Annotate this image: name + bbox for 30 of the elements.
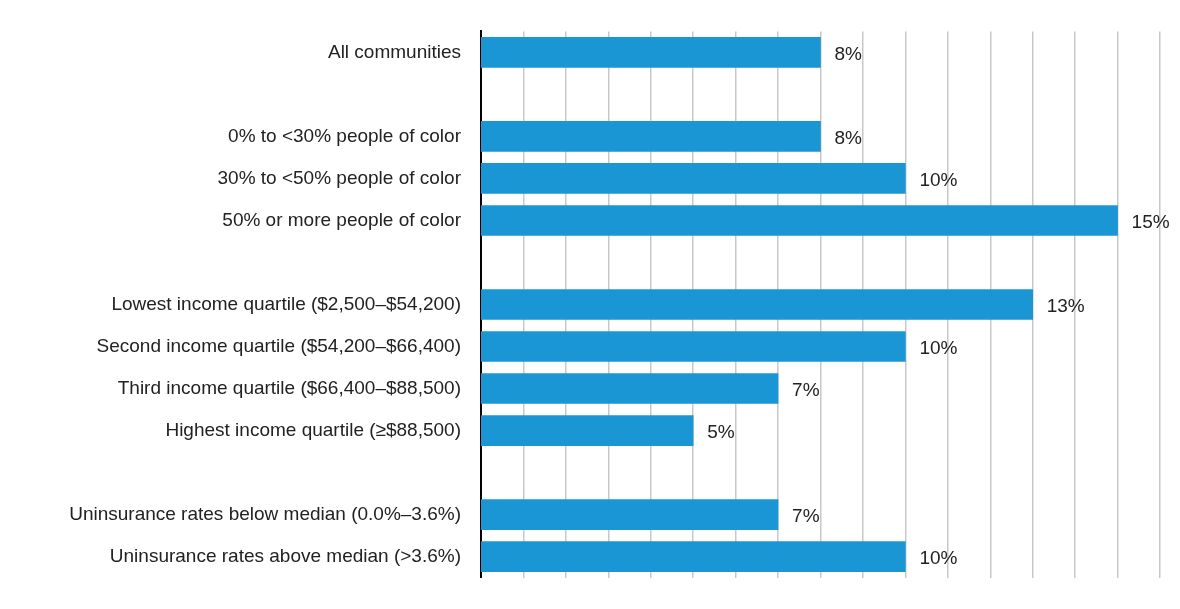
data-label: 7% — [792, 378, 820, 400]
data-label: 10% — [919, 168, 958, 190]
y-tick-label: Third income quartile ($66,400–$88,500) — [117, 376, 461, 398]
bar — [481, 37, 821, 68]
bar — [481, 163, 906, 194]
data-label: 7% — [792, 504, 820, 526]
y-tick-label: Uninsurance rates above median (>3.6%) — [109, 544, 461, 566]
y-tick-label: 0% to <30% people of color — [228, 124, 462, 146]
data-label: 8% — [834, 42, 863, 64]
y-tick-label: Second income quartile ($54,200–$66,400) — [96, 334, 461, 356]
data-label: 13% — [1046, 294, 1085, 316]
y-tick-label: Highest income quartile (≥$88,500) — [165, 418, 461, 440]
y-tick-label: Lowest income quartile ($2,500–$54,200) — [111, 292, 461, 314]
data-label: 10% — [919, 336, 958, 358]
data-label: 5% — [707, 420, 735, 442]
y-tick-label: 50% or more people of color — [222, 208, 462, 230]
data-label: 8% — [834, 126, 863, 148]
bar — [481, 331, 906, 362]
bar — [481, 205, 1118, 236]
y-tick-label: 30% to <50% people of color — [217, 166, 462, 188]
bar — [481, 289, 1034, 320]
bar — [481, 541, 906, 572]
bar — [481, 373, 779, 404]
data-label: 15% — [1131, 210, 1170, 232]
bar — [481, 415, 694, 446]
bar — [481, 499, 779, 530]
y-tick-label: Uninsurance rates below median (0.0%–3.6%) — [69, 502, 461, 524]
y-tick-label: All communities — [327, 40, 461, 62]
data-label: 10% — [919, 546, 958, 568]
bar — [481, 121, 821, 152]
